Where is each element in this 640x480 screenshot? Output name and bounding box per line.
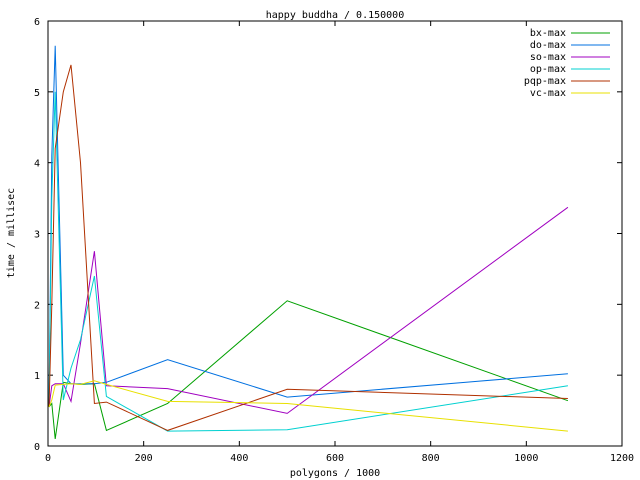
y-tick-label: 4 — [34, 159, 40, 170]
y-tick-label: 0 — [34, 442, 40, 453]
x-tick-label: 0 — [45, 453, 51, 464]
legend-label-pqp-max: pqp-max — [524, 76, 566, 87]
series-line-so-max — [48, 206, 569, 414]
x-tick-label: 1200 — [610, 453, 634, 464]
series-line-op-max — [48, 91, 568, 432]
chart-title: happy buddha / 0.150000 — [266, 10, 404, 21]
series-layer — [48, 45, 569, 439]
legend-label-so-max: so-max — [530, 52, 566, 63]
x-tick-label: 1000 — [514, 453, 538, 464]
y-axis-label: time / millisec — [6, 188, 17, 278]
x-tick-label: 600 — [326, 453, 344, 464]
y-tick-label: 5 — [34, 88, 40, 99]
legend-label-bx-max: bx-max — [530, 28, 566, 39]
legend-label-do-max: do-max — [530, 40, 566, 51]
series-line-do-max — [48, 45, 568, 408]
x-tick-label: 400 — [230, 453, 248, 464]
legend-label-vc-max: vc-max — [530, 88, 566, 99]
y-tick-label: 2 — [34, 300, 40, 311]
series-line-vc-max — [48, 380, 568, 432]
y-tick-label: 6 — [34, 17, 40, 28]
x-axis-label: polygons / 1000 — [290, 468, 380, 479]
y-tick-label: 1 — [34, 371, 40, 382]
axis-tick-labels: 0 200 400 600 800 1000 1200 0 1 2 3 4 5 6 — [34, 17, 634, 464]
series-line-pqp-max — [48, 64, 568, 431]
x-tick-label: 200 — [135, 453, 153, 464]
x-tick-label: 800 — [422, 453, 440, 464]
legend-label-op-max: op-max — [530, 64, 566, 75]
y-tick-label: 3 — [34, 230, 40, 241]
